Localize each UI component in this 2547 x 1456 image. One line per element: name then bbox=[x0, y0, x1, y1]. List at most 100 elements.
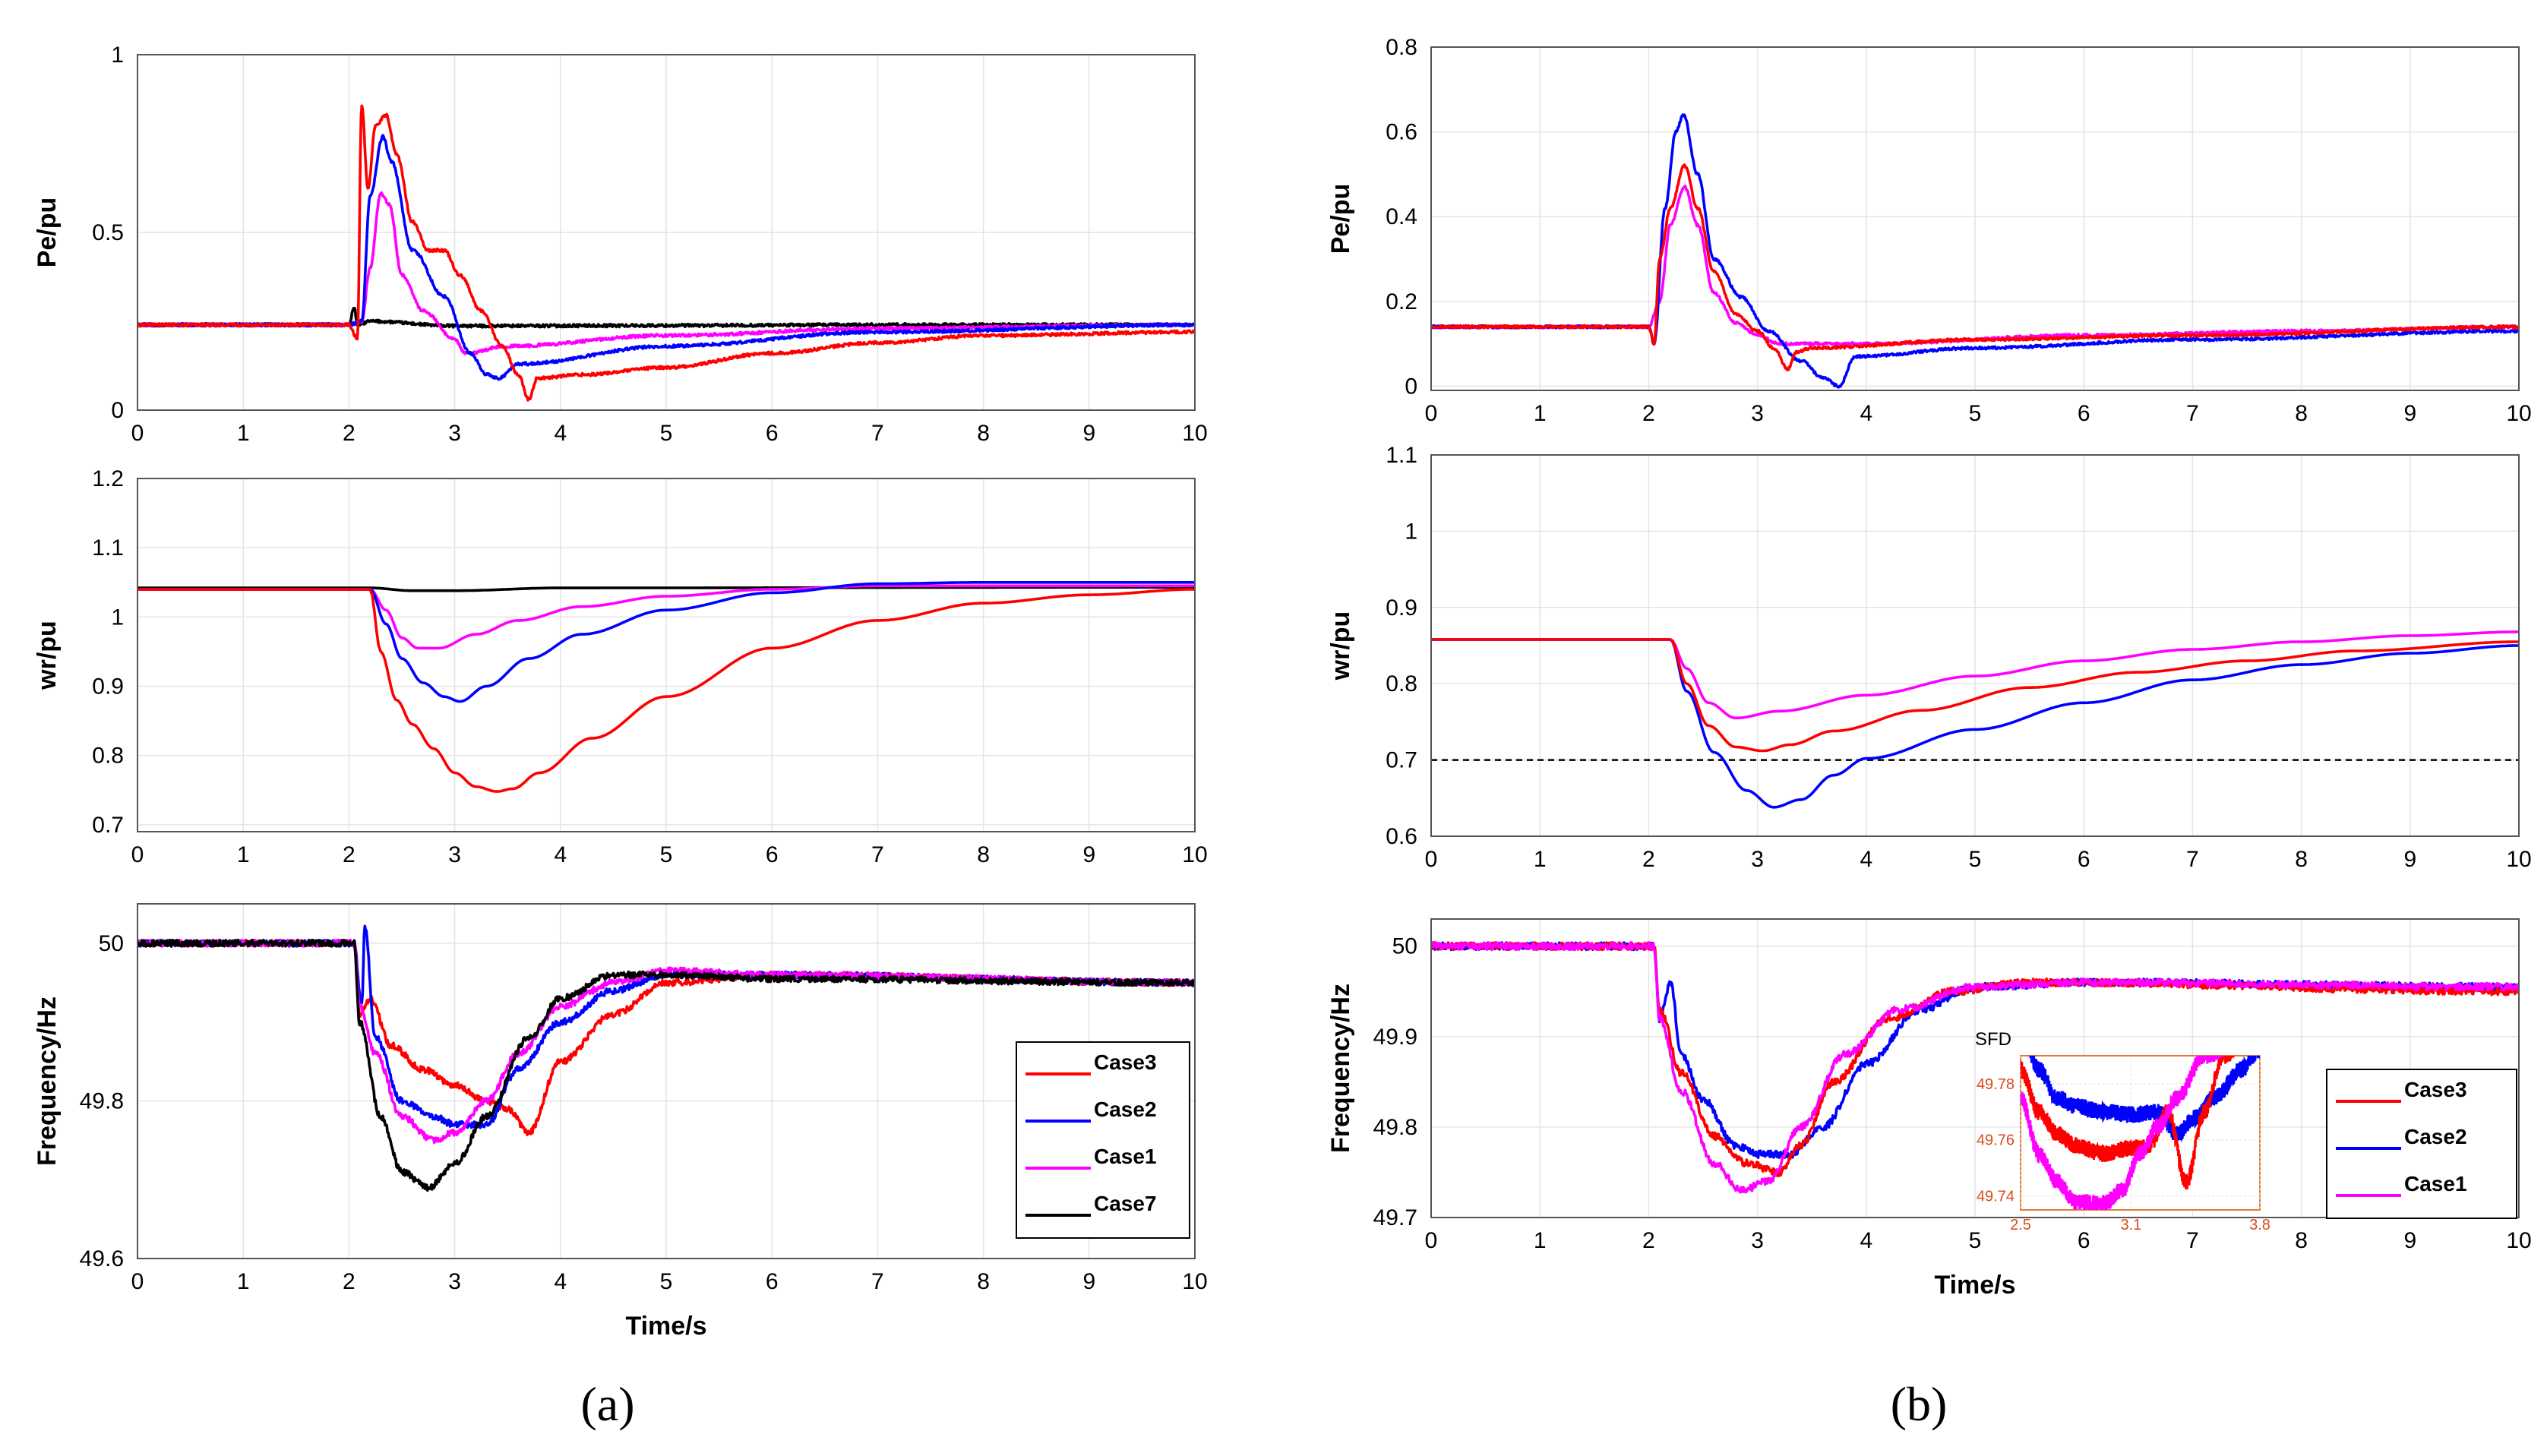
legend-label-case3: Case3 bbox=[2404, 1078, 2467, 1101]
legend-label-case3: Case3 bbox=[1094, 1050, 1157, 1074]
x-tick-label: 3 bbox=[1751, 1228, 1764, 1253]
x-tick-label: 5 bbox=[1969, 401, 1982, 426]
x-tick-label: 2 bbox=[1642, 1228, 1655, 1253]
y-tick-label: 0.6 bbox=[1386, 824, 1417, 849]
y-tick-label: 0.7 bbox=[92, 813, 124, 838]
y-tick-label: 50 bbox=[99, 931, 124, 956]
x-tick-label: 0 bbox=[1425, 847, 1438, 872]
x-tick-label: 2 bbox=[343, 1269, 356, 1294]
x-tick-label: 5 bbox=[660, 421, 673, 446]
series-line-case7 bbox=[137, 586, 1195, 592]
series-line-case3 bbox=[1431, 163, 2519, 371]
x-tick-label: 4 bbox=[1860, 847, 1872, 872]
inset-series-line-case2 bbox=[2028, 1056, 2260, 1143]
y-tick-label: 1 bbox=[111, 43, 124, 68]
x-tick-label: 10 bbox=[2506, 847, 2531, 872]
y-tick-label: 1 bbox=[1405, 519, 1417, 544]
x-tick-label: 10 bbox=[1182, 842, 1207, 867]
series-line-case3 bbox=[1431, 638, 2519, 753]
x-tick-label: 7 bbox=[871, 1269, 884, 1294]
inset-b_freq: 2.5 3.1 3.8 49.74 49.76 49.78 SFD bbox=[1975, 1029, 2270, 1233]
x-tick-label: 10 bbox=[2506, 1228, 2531, 1253]
x-tick-label: 7 bbox=[871, 842, 884, 867]
y-tick-label: 0.7 bbox=[1386, 748, 1417, 773]
legend-label-case1: Case1 bbox=[1094, 1145, 1157, 1168]
x-tick-label: 8 bbox=[2295, 401, 2308, 426]
y-tick-label: 0.9 bbox=[1386, 595, 1417, 621]
series-group-a_freq bbox=[137, 924, 1195, 1192]
y-axis-label: Frequency/Hz bbox=[33, 996, 62, 1166]
x-tick-label: 6 bbox=[766, 421, 779, 446]
axes-frame-b_wr bbox=[1430, 454, 2520, 837]
axes-frame-b_freq bbox=[1430, 918, 2520, 1218]
y-tick-label: 49.6 bbox=[80, 1246, 124, 1271]
x-tick-label: 9 bbox=[1082, 421, 1095, 446]
x-tick-label: 8 bbox=[2295, 847, 2308, 872]
x-tick-label: 8 bbox=[977, 421, 990, 446]
x-tick-label: 0 bbox=[131, 421, 144, 446]
inset-title: SFD bbox=[1975, 1029, 2011, 1050]
x-tick-label: 0 bbox=[1425, 401, 1438, 426]
x-tick-label: 1 bbox=[1534, 847, 1547, 872]
x-axis-label: Time/s bbox=[625, 1312, 706, 1341]
y-tick-label: 0.8 bbox=[1386, 671, 1417, 696]
legend-label-case7: Case7 bbox=[1094, 1192, 1157, 1215]
axes-frame-b_pe bbox=[1430, 46, 2520, 391]
y-axis-label: Pe/pu bbox=[1326, 184, 1355, 254]
x-tick-label: 6 bbox=[766, 1269, 779, 1294]
x-tick-label: 0 bbox=[1425, 1228, 1438, 1253]
x-tick-label: 8 bbox=[2295, 1228, 2308, 1253]
x-tick-label: 2 bbox=[1642, 847, 1655, 872]
chart-a_wr: 0 1 2 3 4 5 6 7 8 9 10 0.7 0.8 0.9 1 1.1 1.2 wr/pu bbox=[33, 466, 1208, 867]
x-tick-label: 2 bbox=[343, 842, 356, 867]
y-tick-label: 1.2 bbox=[92, 466, 124, 491]
chart-a_pe: 0 1 2 3 4 5 6 7 8 9 10 0 0.5 1 Pe/pu bbox=[33, 43, 1208, 446]
caption-a: (a) bbox=[580, 1377, 634, 1431]
x-tick-label: 7 bbox=[871, 421, 884, 446]
series-group-a_pe bbox=[137, 104, 1195, 402]
chart-b_wr: 0 1 2 3 4 5 6 7 8 9 10 0.6 0.7 0.8 0.9 1 1.1 wr/pu bbox=[1326, 443, 2532, 872]
inset-x-tick-label: 3.1 bbox=[2120, 1217, 2141, 1233]
x-tick-label: 3 bbox=[448, 421, 461, 446]
x-tick-label: 10 bbox=[1182, 1269, 1207, 1294]
series-group-b_pe bbox=[1431, 113, 2519, 389]
y-tick-label: 0.8 bbox=[92, 744, 124, 769]
series-line-case3 bbox=[137, 588, 1195, 793]
y-tick-label: 1.1 bbox=[1386, 443, 1417, 468]
x-tick-label: 3 bbox=[448, 1269, 461, 1294]
y-axis-label: Frequency/Hz bbox=[1326, 984, 1355, 1153]
y-tick-label: 0.5 bbox=[92, 220, 124, 245]
y-axis-label: wr/pu bbox=[33, 621, 62, 690]
x-tick-label: 5 bbox=[1969, 847, 1982, 872]
y-axis-label: wr/pu bbox=[1326, 611, 1355, 681]
y-tick-label: 0.2 bbox=[1386, 289, 1417, 314]
inset-y-tick-label: 49.74 bbox=[1977, 1189, 2015, 1205]
axes-frame-a_pe bbox=[137, 54, 1196, 411]
x-tick-label: 0 bbox=[131, 1269, 144, 1294]
x-tick-label: 3 bbox=[1751, 401, 1764, 426]
y-axis-label: Pe/pu bbox=[33, 197, 62, 268]
y-tick-label: 0.9 bbox=[92, 674, 124, 700]
x-tick-label: 4 bbox=[1860, 401, 1872, 426]
y-tick-label: 49.8 bbox=[80, 1088, 124, 1113]
x-tick-label: 4 bbox=[554, 842, 567, 867]
inset-y-tick-label: 49.76 bbox=[1977, 1132, 2015, 1149]
x-tick-label: 6 bbox=[766, 842, 779, 867]
x-tick-label: 8 bbox=[977, 842, 990, 867]
axes-frame-a_wr bbox=[137, 478, 1196, 832]
inset-y-tick-label: 49.78 bbox=[1977, 1076, 2015, 1093]
series-group-b_wr bbox=[1431, 630, 2519, 809]
y-tick-label: 0.8 bbox=[1386, 35, 1417, 60]
legend-box bbox=[2326, 1069, 2517, 1219]
x-tick-label: 9 bbox=[2403, 847, 2416, 872]
legend-label-case1: Case1 bbox=[2404, 1172, 2467, 1195]
y-tick-label: 49.9 bbox=[1373, 1025, 1417, 1050]
series-group-b_freq bbox=[1431, 941, 2519, 1194]
axes-frame-a_freq bbox=[137, 903, 1196, 1259]
inset-series-group bbox=[2021, 1056, 2260, 1210]
chart-b_pe: 0 1 2 3 4 5 6 7 8 9 10 0 0.2 0.4 0.6 0.8 Pe/pu bbox=[1326, 35, 2532, 426]
x-tick-label: 3 bbox=[448, 842, 461, 867]
x-axis-label: Time/s bbox=[1934, 1271, 2015, 1300]
series-line-case1 bbox=[1431, 941, 2519, 1194]
x-tick-label: 1 bbox=[237, 1269, 250, 1294]
